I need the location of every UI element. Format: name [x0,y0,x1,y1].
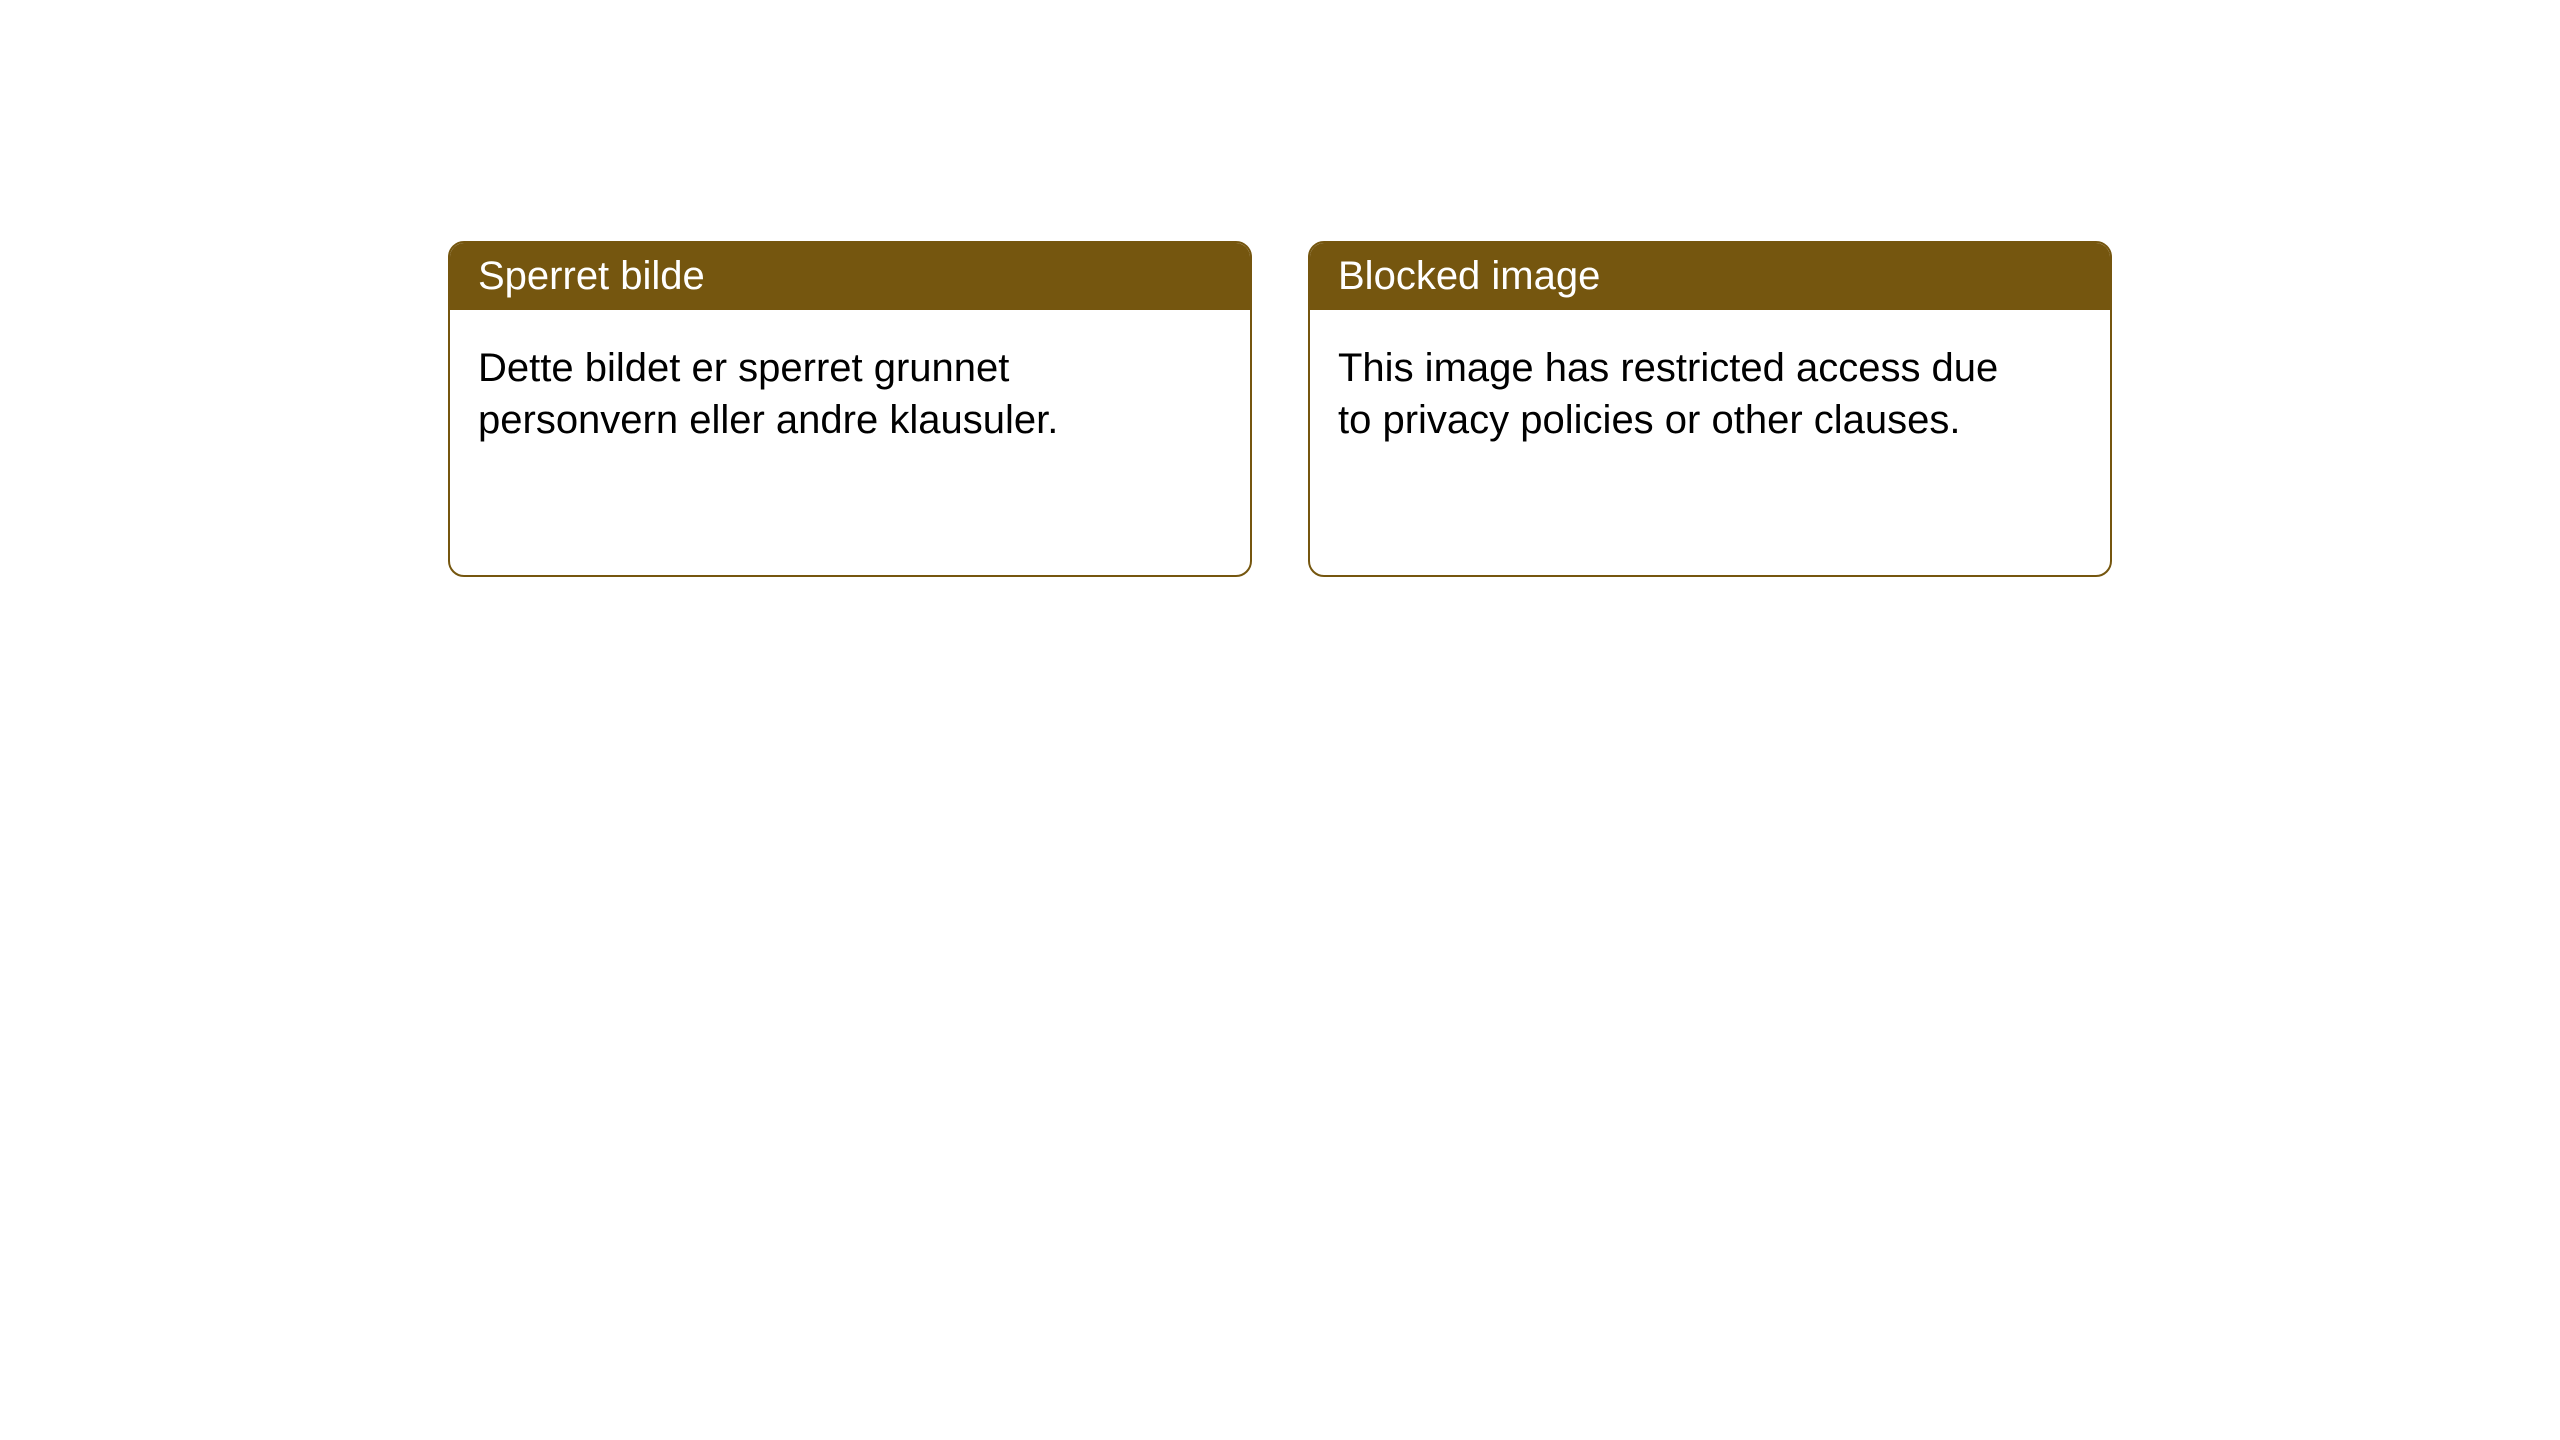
notice-header-norwegian: Sperret bilde [450,243,1250,310]
notice-container: Sperret bilde Dette bildet er sperret gr… [448,241,2112,577]
notice-body-norwegian: Dette bildet er sperret grunnet personve… [450,310,1170,478]
notice-card-english: Blocked image This image has restricted … [1308,241,2112,577]
notice-card-norwegian: Sperret bilde Dette bildet er sperret gr… [448,241,1252,577]
notice-header-english: Blocked image [1310,243,2110,310]
notice-body-english: This image has restricted access due to … [1310,310,2030,478]
